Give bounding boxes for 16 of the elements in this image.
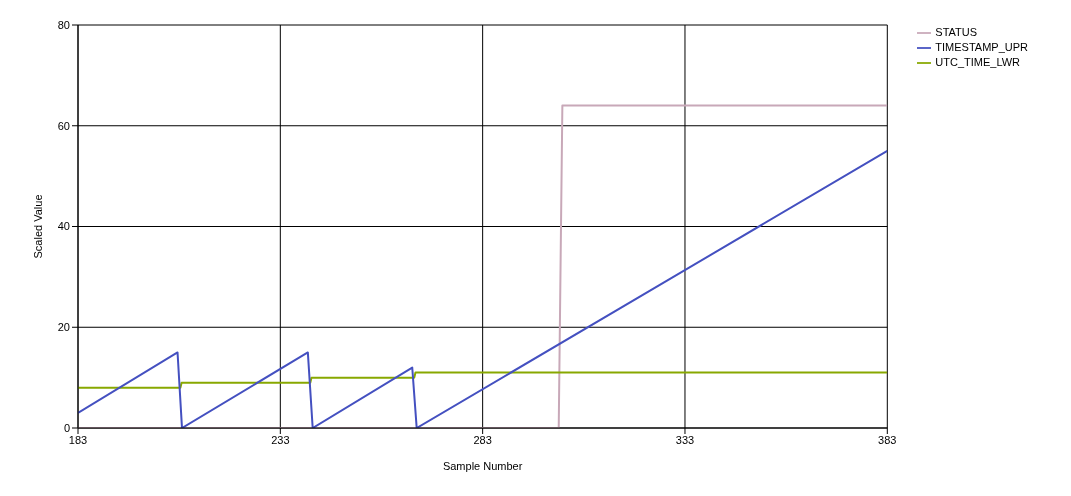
- x-tick-label: 233: [271, 433, 290, 446]
- y-tick-label: 80: [57, 18, 70, 31]
- x-tick-label: 383: [878, 433, 897, 446]
- y-tick-label: 20: [57, 321, 70, 334]
- y-tick-label: 40: [57, 220, 70, 233]
- y-tick-label: 0: [63, 421, 70, 434]
- legend-label: STATUS: [935, 26, 978, 38]
- y-tick-label: 60: [57, 119, 70, 132]
- legend-label: TIMESTAMP_UPR: [935, 41, 1028, 54]
- x-tick-label: 333: [675, 433, 695, 446]
- x-tick-label: 283: [473, 433, 492, 446]
- x-axis-title: Sample Number: [442, 460, 523, 472]
- legend-label: UTC_TIME_LWR: [935, 56, 1021, 69]
- line-series: [78, 371, 888, 389]
- x-tick-label: 183: [68, 433, 88, 446]
- y-axis-title: Scaled Value: [31, 194, 44, 259]
